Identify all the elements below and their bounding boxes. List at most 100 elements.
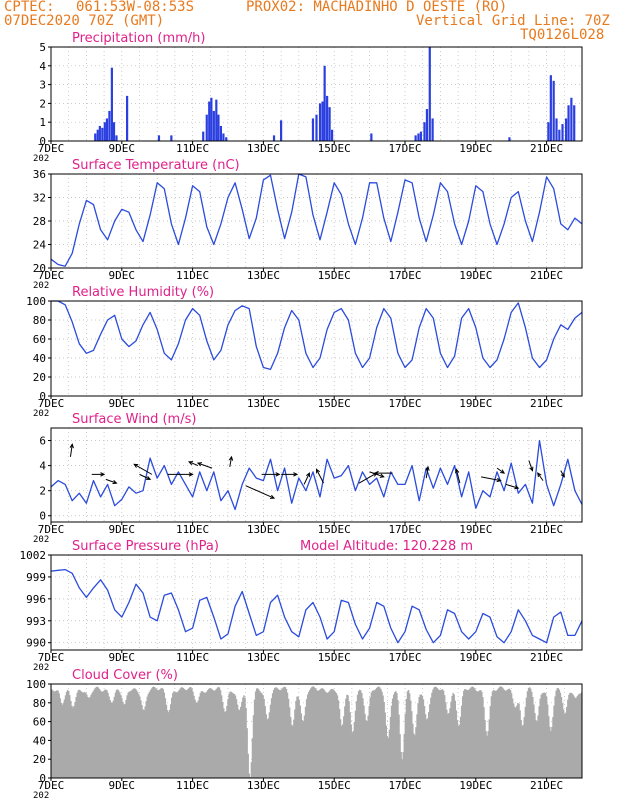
cloud-cover-title: Cloud Cover (%) xyxy=(72,668,178,683)
cloud-cover-bar xyxy=(343,716,345,778)
cloud-cover-bar xyxy=(227,699,229,778)
cloud-cover-bar xyxy=(131,689,134,778)
precipitation-y-tick-label: 4 xyxy=(39,60,46,73)
cloud-cover-bar xyxy=(522,724,524,778)
cloud-cover-y-tick-label: 100 xyxy=(26,678,46,691)
cloud-cover-bar xyxy=(568,694,570,778)
wind-x-tick-label: 19DEC xyxy=(459,523,492,536)
cloud-cover-bar xyxy=(53,691,55,778)
cloud-cover-bar xyxy=(101,691,104,778)
cloud-cover-bar xyxy=(539,698,541,778)
cloud-cover-bar xyxy=(92,691,94,778)
cloud-cover-bar xyxy=(172,693,174,778)
cloud-cover-bar xyxy=(573,696,575,778)
cloud-cover-bar xyxy=(114,692,117,778)
cloud-cover-bar xyxy=(311,686,313,778)
temperature-x-tick-label: 13DEC xyxy=(247,269,280,282)
wind-arrow-head xyxy=(500,469,506,474)
cloud-cover-bar xyxy=(221,702,224,778)
cloud-cover-bar xyxy=(416,714,418,778)
cloud-cover-bar xyxy=(498,687,500,778)
cloud-cover-bar xyxy=(531,691,533,778)
cloud-cover-bar xyxy=(106,690,108,778)
precipitation-bar xyxy=(103,122,106,141)
precipitation-x-tick-label: 13DEC xyxy=(247,142,280,155)
cloud-cover-bar xyxy=(576,695,579,778)
cloud-cover-bar xyxy=(512,703,515,778)
cloud-cover-bar xyxy=(347,695,349,778)
cloud-cover-bar xyxy=(209,688,211,778)
cloud-cover-bar xyxy=(477,691,480,778)
humidity-x-tick-label: 21DEC xyxy=(530,397,563,410)
precipitation-bar xyxy=(428,47,431,141)
pressure-x-tick-label: 13DEC xyxy=(247,651,280,664)
cloud-cover-bar xyxy=(417,703,419,778)
wind-x-tick-label: 11DEC xyxy=(176,523,209,536)
wind-arrow-head xyxy=(133,463,139,468)
cloud-cover-bar xyxy=(466,689,468,778)
cloud-cover-bar xyxy=(275,687,277,778)
cloud-cover-x-tick-label: 9DEC xyxy=(109,779,136,792)
cloud-cover-bar xyxy=(519,710,521,778)
wind-arrow-shaft xyxy=(139,473,151,480)
precipitation-y-tick-label: 1 xyxy=(39,116,46,129)
cloud-cover-bar xyxy=(526,691,529,778)
cloud-cover-bar xyxy=(143,710,145,778)
cloud-cover-bar xyxy=(291,724,293,778)
cloud-cover-bar xyxy=(505,690,507,778)
cloud-cover-bar xyxy=(215,689,218,778)
cloud-cover-bar xyxy=(562,709,565,778)
cloud-cover-bar xyxy=(157,690,159,778)
precipitation-x-tick-label: 17DEC xyxy=(388,142,421,155)
cloud-cover-bar xyxy=(150,688,153,778)
precipitation-bar xyxy=(105,118,109,141)
cloud-cover-bar xyxy=(560,697,563,778)
temperature-y-tick-label: 32 xyxy=(33,192,46,205)
cloud-cover-bar xyxy=(552,717,554,778)
wind-arrow-head xyxy=(270,494,276,499)
header-vertical-grid-line: Vertical Grid Line: 70Z xyxy=(416,13,610,29)
pressure-y-tick-label: 996 xyxy=(26,593,46,606)
cloud-cover-bar xyxy=(396,692,398,778)
cloud-cover-bar xyxy=(355,701,358,778)
cloud-cover-y-tick-label: 0 xyxy=(39,772,46,785)
cloud-cover-bar xyxy=(370,692,373,778)
cloud-cover-bar xyxy=(141,705,143,778)
temperature-y-tick-label: 24 xyxy=(33,239,47,252)
cloud-cover-bar xyxy=(579,693,582,778)
cloud-cover-bar xyxy=(103,690,105,778)
precipitation-bar xyxy=(212,110,215,141)
cloud-cover-bar xyxy=(327,692,329,778)
cloud-cover-bar xyxy=(555,690,557,778)
cloud-cover-bar xyxy=(283,686,286,778)
cloud-cover-bar xyxy=(217,686,220,778)
cloud-cover-bar xyxy=(553,705,555,778)
humidity-y-tick-label: 20 xyxy=(33,371,46,384)
cloud-cover-bar xyxy=(504,690,506,778)
cloud-cover-bar xyxy=(148,691,151,778)
cloud-cover-bar xyxy=(214,690,217,778)
cloud-cover-bar xyxy=(197,700,200,778)
cloud-cover-bar xyxy=(187,688,190,778)
cloud-cover-bar xyxy=(292,725,294,778)
cloud-cover-bar xyxy=(301,720,304,778)
cloud-cover-bar xyxy=(319,689,322,778)
cloud-cover-bar xyxy=(192,691,194,778)
cloud-cover-bar xyxy=(502,688,504,778)
cloud-cover-bar xyxy=(575,697,578,778)
cloud-cover-bar xyxy=(120,694,122,778)
cloud-cover-bar xyxy=(72,707,74,778)
wind-arrow-head xyxy=(379,473,385,478)
cloud-cover-bar xyxy=(437,689,440,778)
cloud-cover-bar xyxy=(154,687,156,778)
cloud-cover-bar xyxy=(482,697,484,778)
cloud-cover-bar xyxy=(333,690,335,778)
cloud-cover-bar xyxy=(468,689,470,778)
cloud-cover-bar xyxy=(276,687,278,778)
cloud-cover-bar xyxy=(151,687,154,778)
cloud-cover-bar xyxy=(368,706,370,778)
cloud-cover-bar xyxy=(127,692,129,778)
cloud-cover-bar xyxy=(400,751,402,778)
wind-arrow-head xyxy=(196,462,202,467)
cloud-cover-y-tick-label: 80 xyxy=(33,697,46,710)
